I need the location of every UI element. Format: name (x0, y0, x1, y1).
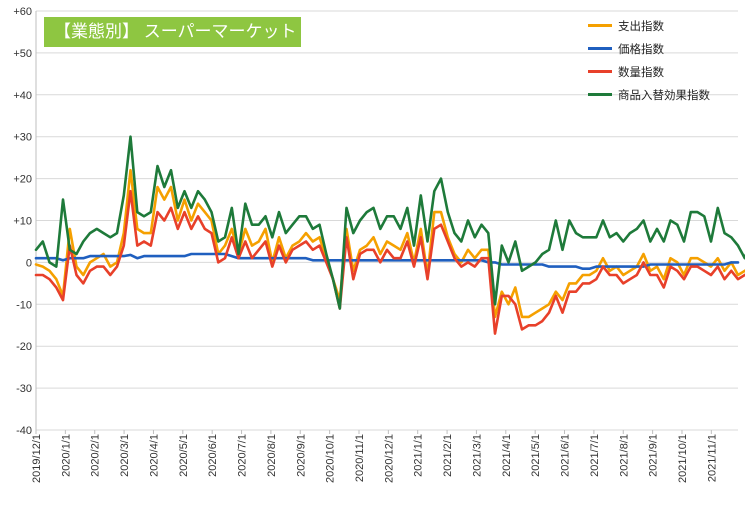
x-tick-label: 2020/5/1 (178, 434, 190, 477)
x-tick-label: 2020/11/1 (354, 434, 366, 482)
x-tick-label: 2021/1/1 (413, 434, 425, 477)
x-tick-label: 2021/7/1 (589, 434, 601, 477)
y-tick-label: +10 (13, 216, 32, 228)
legend-swatch-price (588, 47, 612, 50)
x-tick-label: 2021/4/1 (501, 434, 513, 477)
x-tick-label: 2020/3/1 (119, 434, 131, 477)
legend-label-product-turnover: 商品入替効果指数 (618, 89, 710, 102)
x-tick-label: 2020/6/1 (207, 434, 219, 477)
x-tick-label: 2020/1/1 (60, 434, 72, 477)
legend-item-quantity: 数量指数 (588, 60, 710, 83)
x-tick-label: 2020/12/1 (383, 434, 395, 483)
y-tick-label: +50 (13, 48, 32, 60)
x-tick-label: 2021/5/1 (530, 434, 542, 477)
legend-label-quantity: 数量指数 (618, 66, 664, 79)
legend-label-spending: 支出指数 (618, 20, 664, 33)
x-tick-label: 2020/8/1 (266, 434, 278, 477)
y-tick-label: 0 (26, 257, 32, 269)
y-tick-label: +20 (13, 174, 32, 186)
legend-swatch-quantity (588, 70, 612, 73)
series-lines (34, 135, 745, 335)
y-axis: +60 +50 +40 +30 +20 +10 0 -10 -20 -30 -40 (13, 6, 37, 437)
legend-item-spending: 支出指数 (588, 14, 710, 37)
x-tick-label: 2020/10/1 (325, 434, 337, 483)
x-tick-label: 2021/11/1 (706, 434, 718, 482)
legend-item-product-turnover: 商品入替効果指数 (588, 83, 710, 106)
chart-title: 【業態別】 スーパーマーケット (44, 17, 301, 47)
legend-label-price: 価格指数 (618, 43, 664, 56)
x-tick-label: 2020/7/1 (237, 434, 249, 477)
x-tick-label: 2020/2/1 (90, 434, 102, 477)
series-line-2 (34, 189, 745, 335)
x-tick-label: 2019/12/1 (31, 434, 43, 483)
x-tick-label: 2020/4/1 (148, 434, 160, 477)
y-tick-label: +60 (13, 6, 32, 18)
legend: 支出指数 価格指数 数量指数 商品入替効果指数 (588, 14, 710, 106)
y-tick-label: -10 (16, 299, 32, 311)
legend-swatch-spending (588, 24, 612, 27)
x-tick-label: 2021/8/1 (618, 434, 630, 477)
y-tick-label: +30 (13, 132, 32, 144)
legend-item-price: 価格指数 (588, 37, 710, 60)
y-tick-label: +40 (13, 90, 32, 102)
x-tick-label: 2021/6/1 (560, 434, 572, 477)
y-tick-label: -40 (16, 425, 32, 437)
y-tick-label: -20 (16, 341, 32, 353)
legend-swatch-product-turnover (588, 93, 612, 96)
x-tick-label: 2021/2/1 (442, 434, 454, 477)
series-line-3 (34, 135, 745, 310)
series-line-1 (34, 252, 740, 271)
x-tick-label: 2021/9/1 (648, 434, 660, 477)
x-axis: 2019/12/1 2020/1/1 2020/2/1 2020/3/1 2020/4/… (31, 430, 718, 483)
y-tick-label: -30 (16, 383, 32, 395)
x-tick-label: 2020/9/1 (295, 434, 307, 477)
x-tick-label: 2021/3/1 (471, 434, 483, 477)
x-tick-label: 2021/10/1 (677, 434, 689, 483)
series-line-0 (34, 168, 745, 319)
